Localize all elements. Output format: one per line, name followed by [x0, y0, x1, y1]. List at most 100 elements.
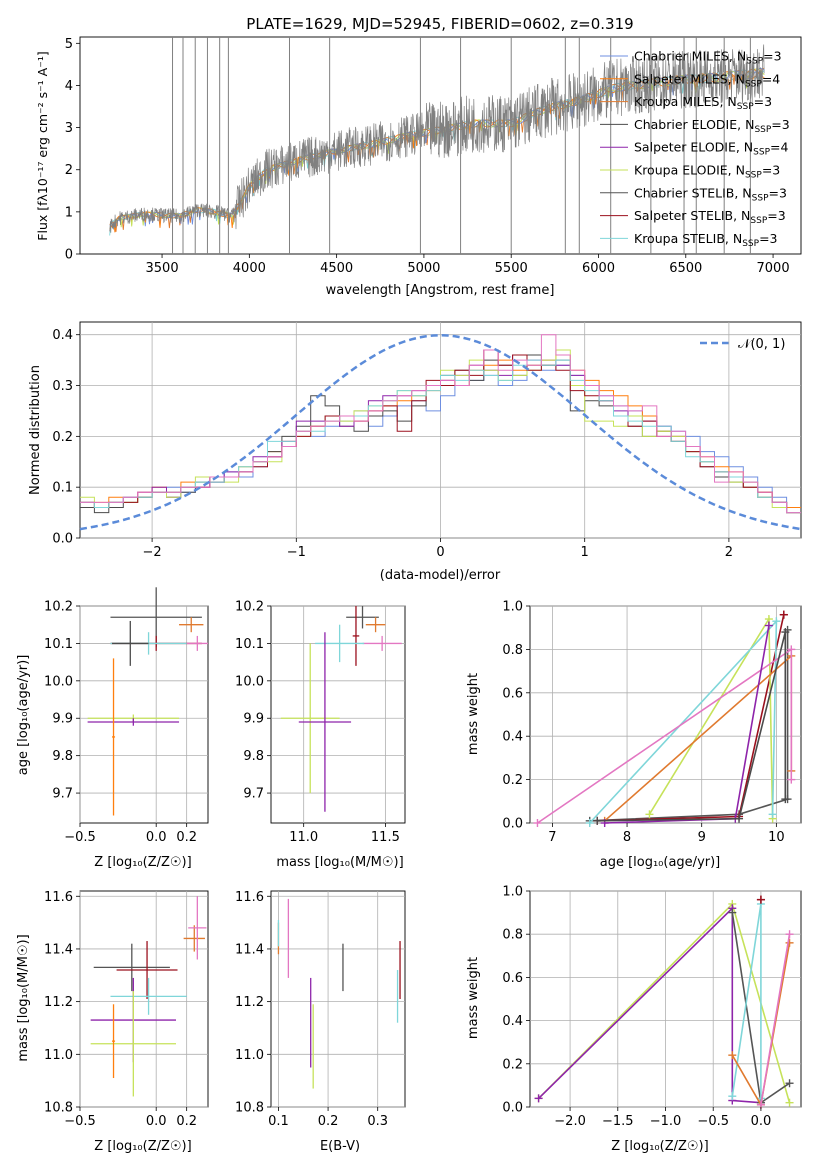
- mass-weight-line: [760, 934, 791, 1105]
- legend-entry: Kroupa STELIB, NSSP=3: [634, 231, 778, 249]
- y-tick-label: 10.8: [44, 1101, 73, 1116]
- x-tick-label: 5000: [407, 261, 440, 276]
- legend-sub: SSP: [750, 216, 767, 226]
- spectrum-xlabel: wavelength [Angstrom, rest frame]: [326, 283, 555, 298]
- y-tick-label: 0.8: [502, 643, 523, 658]
- x-tick-label: 0: [436, 545, 444, 560]
- gaussian-curve: [79, 333, 802, 531]
- x-tick-label: 1: [581, 545, 589, 560]
- Z_vs_massweight-ticks: −2.0 −1.5 −1.0 −0.5 0.0 0.0 0.2 0.4 0.6 0.8 1.0: [502, 885, 771, 1130]
- residual-ylabel: Normed distribution: [28, 365, 43, 495]
- spectrum-lines: [109, 37, 765, 254]
- legend-model: Salpeter STELIB, N: [634, 208, 750, 223]
- ebv_vs_mass-frame: [270, 890, 406, 1108]
- legend-sub: SSP: [746, 57, 763, 67]
- y-tick-label: 0.2: [502, 1057, 523, 1072]
- Z_vs_mass-ticks: −0.5 0.0 0.2 10.8 11.0 11.2 11.4 11.6: [44, 890, 197, 1129]
- y-tick-label: 0.4: [502, 730, 523, 745]
- x-tick-label: 7: [548, 830, 556, 845]
- y-tick-label: 11.6: [235, 890, 264, 905]
- mass-weight-line: [589, 629, 789, 822]
- y-tick-label: 10.0: [235, 674, 264, 689]
- x-tick-label: 7000: [757, 261, 790, 276]
- y-tick-label: 10.0: [44, 674, 73, 689]
- ebv-xlabel: E(B-V): [320, 1139, 360, 1154]
- figure-title: PLATE=1629, MJD=52945, FIBERID=0602, z=0…: [246, 15, 633, 33]
- y-tick-label: 3: [65, 121, 73, 136]
- Z_vs_age-content: [87, 587, 208, 816]
- legend-model: Kroupa ELODIE, N: [634, 163, 745, 178]
- residual-legend: 𝒩(0, 1): [700, 337, 785, 352]
- legend-n: =3: [769, 185, 787, 200]
- x-tick-label: 2: [725, 545, 733, 560]
- y-tick-label: 0.8: [502, 928, 523, 943]
- legend-sub: SSP: [745, 79, 762, 89]
- mass-weight-line: [597, 631, 787, 822]
- mass_vs_age-content: [280, 606, 402, 812]
- y-tick-label: 9.9: [243, 712, 264, 727]
- x-tick-label: −1.5: [602, 1114, 634, 1129]
- legend-model: Chabrier STELIB, N: [634, 185, 752, 200]
- spectrum-frame: [79, 36, 802, 255]
- legend-entry: Kroupa MILES, NSSP=3: [634, 94, 772, 112]
- spectrum-content: [109, 37, 765, 254]
- residual-histogram: [80, 334, 801, 514]
- legend-n: =4: [770, 140, 788, 155]
- y-tick-label: 10.1: [44, 637, 73, 652]
- mass-weight-line: [648, 616, 774, 819]
- y-tick-label: 0.0: [502, 1101, 523, 1116]
- y-tick-label: 0.6: [502, 971, 523, 986]
- legend-model: Kroupa STELIB, N: [634, 231, 742, 246]
- mass_vs_age-ticks: 11.0 11.5 9.7 9.8 9.9 10.0 10.1 10.2: [235, 600, 400, 846]
- legend-entry: Chabrier STELIB, NSSP=3: [634, 185, 787, 203]
- x-tick-label: −2: [143, 545, 162, 560]
- z-mw-xlabel: Z [log₁₀(Z/Z☉)]: [611, 1139, 708, 1154]
- z-age-xlabel: Z [log₁₀(Z/Z☉)]: [94, 855, 191, 870]
- legend-entry: Chabrier MILES, NSSP=3: [634, 49, 782, 67]
- legend-n: =3: [759, 231, 777, 246]
- legend-sub: SSP: [742, 239, 759, 249]
- legend-entry: Salpeter STELIB, NSSP=3: [634, 208, 786, 226]
- legend-sub: SSP: [737, 102, 754, 112]
- x-tick-label: 0.0: [146, 830, 167, 845]
- y-tick-label: 1.0: [502, 885, 523, 900]
- residuals-axes: [80, 322, 801, 539]
- x-tick-label: −0.5: [64, 830, 96, 845]
- x-tick-label: 4500: [320, 261, 353, 276]
- y-tick-label: 0.2: [52, 430, 73, 445]
- legend-n: =3: [763, 49, 781, 64]
- y-tick-label: 0.0: [52, 532, 73, 547]
- ebv_vs_mass-content: [277, 898, 401, 1089]
- legend-model: Chabrier MILES, N: [634, 49, 746, 64]
- y-tick-label: 10.2: [44, 600, 73, 615]
- observed-spectrum: [109, 44, 765, 233]
- spectrum-ticks: 3500 4000 4500 5000 5500 6000 6500 7000 0 1 2 3 4 5: [65, 37, 790, 276]
- legend-n: =3: [754, 94, 772, 109]
- legend-n: =3: [771, 117, 789, 132]
- z-mass-ylabel: mass [log₁₀(M/M☉)]: [16, 934, 31, 1061]
- y-tick-label: 2: [65, 163, 73, 178]
- legend-sub: SSP: [754, 125, 771, 135]
- ebv_vs_mass-ticks: 0.1 0.2 0.3 10.8 11.0 11.2 11.4 11.6: [235, 890, 388, 1129]
- y-tick-label: 0.0: [502, 817, 523, 832]
- mass_vs_age-frame: [270, 605, 406, 824]
- z-mw-ylabel: mass weight: [466, 957, 481, 1039]
- y-tick-label: 10.1: [235, 637, 264, 652]
- y-tick-label: 0.6: [502, 686, 523, 701]
- y-tick-label: 0.2: [502, 773, 523, 788]
- age-mw-ylabel: mass weight: [466, 673, 481, 755]
- x-tick-label: −1: [287, 545, 306, 560]
- x-tick-label: 0.2: [176, 1114, 197, 1129]
- mass-age-xlabel: mass [log₁₀(M/M☉)]: [276, 855, 403, 870]
- y-tick-label: 11.2: [235, 995, 264, 1010]
- x-tick-label: 0.0: [751, 1114, 772, 1129]
- legend-entry: Salpeter ELODIE, NSSP=4: [634, 140, 789, 158]
- residuals-content: [79, 333, 802, 531]
- Z_vs_age-axes: [79, 605, 208, 823]
- spectrum-ylabel: Flux [fλ10⁻¹⁷ erg cm⁻² s⁻¹ A⁻¹]: [35, 51, 50, 240]
- x-tick-label: 9: [698, 830, 706, 845]
- x-tick-label: 6500: [669, 261, 702, 276]
- residuals-ticks: −2 −1 0 1 2 0.0 0.1 0.2 0.3 0.4: [52, 328, 733, 560]
